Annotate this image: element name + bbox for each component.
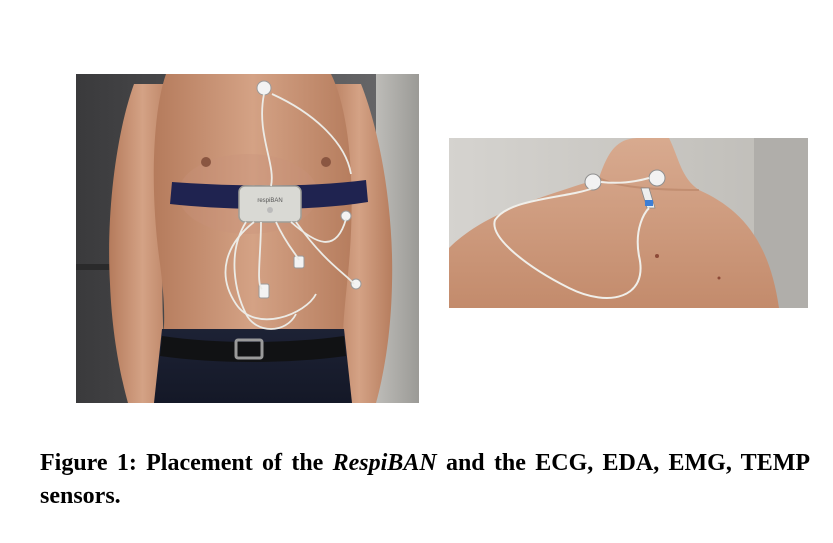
device-label: respiBAN: [257, 198, 282, 204]
caption-text-part1: Placement of the: [146, 450, 324, 476]
figure-label: Figure 1:: [40, 450, 137, 476]
torso-front-illustration: respiBAN: [76, 74, 419, 403]
upper-back-illustration: [449, 138, 808, 308]
caption-text-part2: and the ECG, EDA, EMG, TEMP sensors.: [40, 450, 811, 509]
torso-front-photo: respiBAN: [76, 74, 419, 403]
caption-device-name: RespiBAN: [332, 450, 437, 476]
upper-back-photo: [449, 138, 808, 308]
figure-caption: Figure 1: Placement of the RespiBAN and …: [40, 447, 810, 513]
